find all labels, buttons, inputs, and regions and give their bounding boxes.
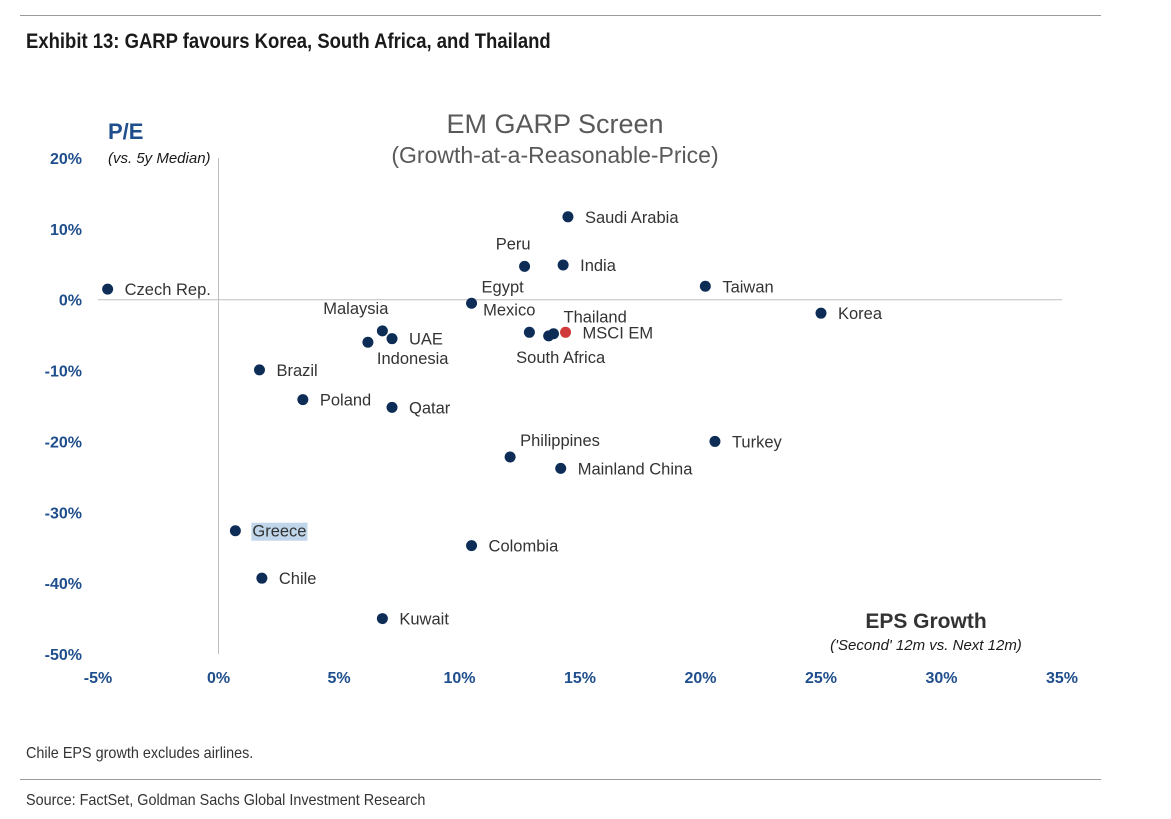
point-label: UAE <box>409 331 443 349</box>
footnote: Chile EPS growth excludes airlines. <box>26 745 254 762</box>
point-label: Colombia <box>489 538 560 556</box>
x-axis-sublabel: ('Second' 12m vs. Next 12m) <box>830 637 1022 654</box>
chart-title: EM GARP Screen <box>446 109 663 139</box>
y-tick-label: -40% <box>45 576 82 593</box>
point-label: India <box>580 257 617 275</box>
x-tick-label: 15% <box>564 670 596 687</box>
x-axis-label: EPS Growth <box>865 610 986 633</box>
point-label: Korea <box>838 305 883 323</box>
y-tick-label: 0% <box>59 293 82 310</box>
y-tick-label: 10% <box>50 222 82 239</box>
data-point <box>256 572 268 584</box>
x-tick-label: 5% <box>327 670 350 687</box>
y-tick-label: 20% <box>50 151 82 168</box>
y-tick-label: -20% <box>45 434 82 451</box>
point-label: Czech Rep. <box>125 281 211 299</box>
y-tick-label: -50% <box>45 647 82 664</box>
point-label: Qatar <box>409 399 451 417</box>
point-label: Brazil <box>276 362 317 380</box>
data-point <box>815 307 827 319</box>
point-label: MSCI EM <box>583 324 654 342</box>
point-label: Malaysia <box>323 300 389 318</box>
data-point <box>699 280 711 292</box>
point-label: South Africa <box>516 349 606 367</box>
data-point <box>557 259 569 271</box>
point-label: Kuwait <box>399 611 449 629</box>
x-tick-label: 0% <box>207 670 230 687</box>
point-label: Egypt <box>482 278 525 296</box>
chart-subtitle: (Growth-at-a-Reasonable-Price) <box>391 142 718 168</box>
x-tick-label: 35% <box>1046 670 1078 687</box>
data-point <box>562 211 574 223</box>
point-label: Chile <box>279 570 317 588</box>
point-label: Taiwan <box>722 278 773 296</box>
y-tick-labels: 20% 10% 0% -10% -20% -30% -40% -50% <box>45 151 82 664</box>
data-point <box>229 525 241 537</box>
y-axis-sublabel: (vs. 5y Median) <box>108 150 211 167</box>
y-axis-label: P/E <box>108 119 143 144</box>
data-point <box>362 336 374 348</box>
point-label: Peru <box>496 235 531 253</box>
point-label: Mexico <box>483 301 535 319</box>
x-tick-labels: -5% 0% 5% 10% 15% 20% 25% 30% 35% <box>84 670 1078 687</box>
data-point <box>386 401 398 413</box>
x-tick-label: 20% <box>684 670 716 687</box>
point-label: Philippines <box>520 432 600 450</box>
point-label: Thailand <box>563 309 626 327</box>
data-point <box>102 283 114 295</box>
data-points: Czech Rep. Saudi Arabia Peru India Taiwan Egy… <box>102 209 883 629</box>
point-label: Saudi Arabia <box>585 209 679 227</box>
data-point <box>523 326 535 338</box>
data-point <box>297 394 309 406</box>
exhibit-title: Exhibit 13: GARP favours Korea, South Af… <box>26 30 551 53</box>
point-label: Mainland China <box>578 460 693 478</box>
top-rule <box>20 15 1101 16</box>
data-point <box>560 326 572 338</box>
point-label: Poland <box>320 392 371 410</box>
axes <box>98 158 1062 654</box>
data-point <box>466 297 478 309</box>
x-tick-label: 25% <box>805 670 837 687</box>
source-note: Source: FactSet, Goldman Sachs Global In… <box>26 792 426 809</box>
data-point <box>466 540 478 552</box>
data-point <box>504 451 516 463</box>
point-label: Turkey <box>732 433 783 451</box>
x-tick-label: -5% <box>84 670 112 687</box>
data-point <box>709 435 721 447</box>
data-point <box>543 330 555 342</box>
point-label: Indonesia <box>377 350 449 368</box>
data-point <box>386 333 398 345</box>
data-point <box>253 364 265 376</box>
data-point <box>555 462 567 474</box>
label-highlight <box>251 522 308 541</box>
y-tick-label: -10% <box>45 364 82 381</box>
y-tick-label: -30% <box>45 505 82 522</box>
x-tick-label: 30% <box>925 670 957 687</box>
point-label: Greece <box>252 523 306 541</box>
data-point <box>376 325 388 337</box>
data-point <box>376 613 388 625</box>
x-tick-label: 10% <box>443 670 475 687</box>
bottom-rule <box>20 779 1101 780</box>
data-point <box>519 260 531 272</box>
